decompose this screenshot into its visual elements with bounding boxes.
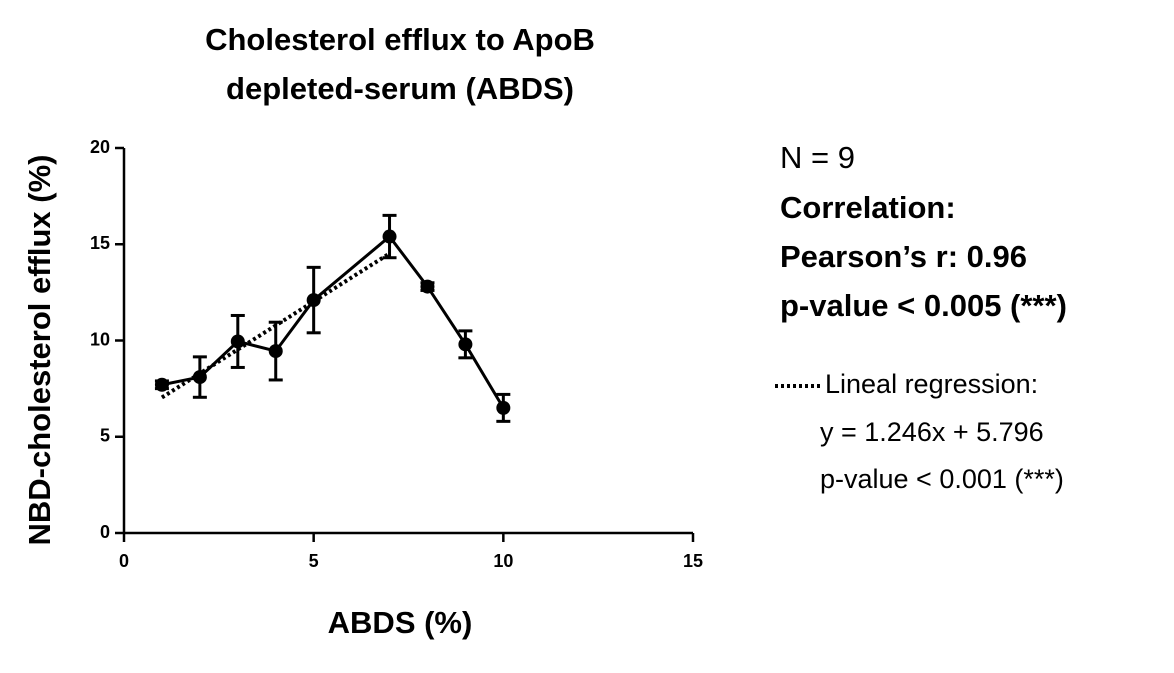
stat-text: N = 9 [780, 140, 855, 175]
data-point [382, 229, 397, 244]
x-tick-label: 15 [683, 551, 703, 571]
x-tick-label: 10 [493, 551, 513, 571]
chart-title: depleted-serum (ABDS) [226, 71, 574, 106]
y-tick-label: 20 [90, 137, 110, 157]
chart-title: Cholesterol efflux to ApoB [205, 22, 595, 57]
stat-text: Pearson’s r: 0.96 [780, 239, 1027, 274]
stat-text: Correlation: [780, 190, 956, 225]
y-axis-label: NBD-cholesterol efflux (%) [22, 155, 57, 546]
data-point [268, 344, 283, 359]
regression-line [160, 251, 391, 400]
regression-text: p-value < 0.001 (***) [820, 464, 1064, 494]
y-tick-label: 10 [90, 329, 110, 349]
regression-text: y = 1.246x + 5.796 [820, 417, 1044, 447]
y-tick-label: 5 [100, 426, 110, 446]
data-point [420, 279, 435, 294]
data-line [161, 234, 505, 409]
data-point [458, 337, 473, 352]
y-tick-label: 15 [90, 233, 110, 253]
legend-label: Lineal regression: [825, 369, 1038, 399]
x-tick-label: 0 [119, 551, 129, 571]
x-axis-label: ABDS (%) [328, 605, 473, 640]
data-point [496, 400, 511, 415]
data-point [154, 377, 169, 392]
y-tick-label: 0 [100, 522, 110, 542]
data-point [230, 334, 245, 349]
data-point [192, 370, 207, 385]
x-tick-label: 5 [309, 551, 319, 571]
stat-text: p-value < 0.005 (***) [780, 288, 1067, 323]
